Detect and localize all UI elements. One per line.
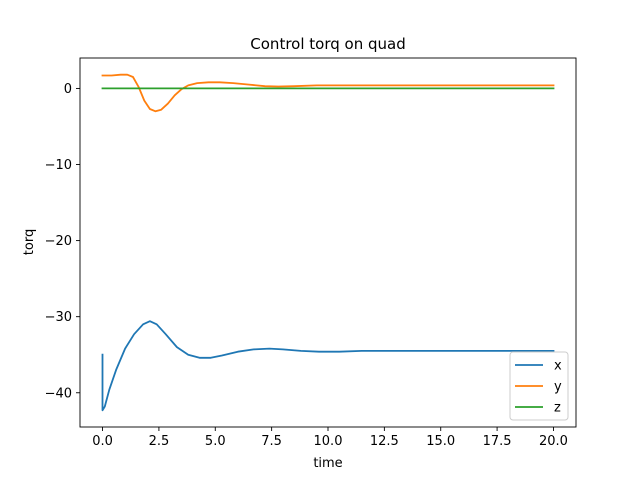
x-axis-label: time [313, 456, 342, 471]
legend-label-x: x [554, 359, 562, 374]
legend-label-z: z [554, 401, 561, 416]
chart-title: Control torq on quad [250, 35, 405, 53]
series-line-y [101, 73, 555, 113]
y-axis-label: torq [22, 229, 37, 255]
y-tick-label: −20 [45, 234, 72, 249]
x-tick-label: 12.5 [370, 434, 399, 449]
series-line-x [101, 320, 555, 412]
legend-label-y: y [554, 380, 562, 395]
x-tick-label: 15.0 [426, 434, 455, 449]
series-layer [101, 73, 555, 412]
x-tick-label: 7.5 [261, 434, 282, 449]
legend: xyz [509, 351, 569, 421]
y-tick-label: −40 [45, 386, 72, 401]
x-tick-label: 5.0 [205, 434, 226, 449]
x-axis: 0.0 2.5 5.0 7.5 10.0 12.5 15.0 17.5 20.0 [92, 427, 568, 449]
y-tick-label: 0 [64, 82, 72, 97]
y-tick-label: −10 [45, 158, 72, 173]
y-tick-label: −30 [45, 310, 72, 325]
x-tick-label: 10.0 [314, 434, 343, 449]
x-tick-label: 17.5 [483, 434, 512, 449]
plot-area [79, 57, 577, 428]
y-axis: 0 −10 −20 −30 −40 [45, 82, 80, 401]
x-tick-label: 2.5 [149, 434, 170, 449]
x-tick-label: 0.0 [92, 434, 113, 449]
legend-items: xyz [515, 359, 562, 416]
x-tick-label: 20.0 [539, 434, 568, 449]
